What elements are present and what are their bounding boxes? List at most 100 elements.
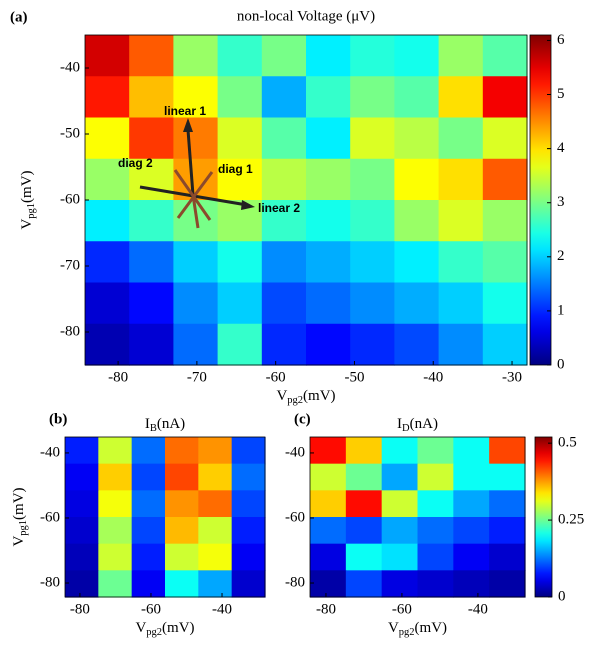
heatmap-cell [65,543,99,571]
heatmap-cell [65,490,99,518]
heatmap-cell [131,517,166,545]
x-tick-label: -60 [266,369,286,385]
heatmap-cell [217,200,263,242]
heatmap-cell [306,323,351,366]
heatmap-cell [131,490,166,518]
heatmap-cell [198,543,233,571]
heatmap-cell [261,117,307,160]
heatmap-cell [453,543,490,571]
label-main: I [397,416,402,432]
y-tick-label: -40 [285,444,305,460]
heatmap-cell [65,463,99,491]
heatmap-cell [394,117,440,160]
heatmap-cell [85,200,130,242]
heatmap-cell [438,200,484,242]
heatmap-cell [261,76,307,119]
heatmap-cell [482,76,528,119]
heatmap-cell [394,158,440,201]
axis-label: Vpg2(mV) [135,620,194,638]
heatmap-cell [482,323,528,366]
heatmap-cell [417,490,454,518]
heatmap-cell [453,463,490,491]
heatmap-cell [98,517,133,545]
x-tick-label: -50 [344,369,364,385]
heatmap-cell [345,570,383,598]
heatmap-cell [489,543,526,571]
heatmap-cell [306,282,351,325]
heatmap-cell [85,323,130,366]
arrow [176,171,214,219]
y-tick-label: -40 [60,59,80,75]
colorbar-tick-label: 3 [557,194,565,210]
colorbar-tick-label: 1 [557,302,565,318]
heatmap-cell [173,117,219,160]
heatmap-cell [345,490,383,518]
heatmap-cell [129,76,174,119]
heatmap-cell [217,76,263,119]
heatmap-cell [489,490,526,518]
label-sub: pg2 [399,627,415,638]
heatmap-cell [131,543,166,571]
heatmap-cell [173,323,219,366]
heatmaps [65,35,528,598]
heatmap-cell [394,241,440,284]
plot-frame [64,436,266,598]
heatmap-cell [482,117,528,160]
label-sub: B [150,423,157,434]
x-tick-label: -30 [502,369,522,385]
y-tick-label: -80 [285,574,305,590]
arrow-head [183,118,193,132]
heatmap-cell [438,241,484,284]
heatmap-cell [165,463,199,491]
heatmap-cell [198,437,233,465]
x-tick-label: -40 [423,369,443,385]
heatmap-cell [217,323,263,366]
heatmap-cell [198,490,233,518]
y-tick-label: -50 [60,125,80,141]
heatmap-cell [310,490,347,518]
colorbar [534,436,553,598]
heatmap-cell [231,517,266,545]
heatmap-cell [310,437,347,465]
heatmap-cell [261,158,307,201]
label-sub: pg1 [26,203,37,219]
colorbar-tick-label: 0.25 [558,512,584,528]
y-tick-label: -70 [60,257,80,273]
y-tick-label: -40 [40,444,60,460]
heatmap-cell [345,517,383,545]
heatmap-cell [394,282,440,325]
heatmap-cell [306,200,351,242]
heatmap-cell [306,117,351,160]
axis-label: IB(nA) [145,416,185,434]
heatmap-cell [165,543,199,571]
heatmap-cell [310,463,347,491]
heatmap-cell [482,282,528,325]
heatmap-cell [98,570,133,598]
heatmap-cell [129,35,174,77]
colorbar-tick-label: 0.5 [558,435,577,451]
heatmap-cell [129,241,174,284]
x-tick-label: -80 [108,369,128,385]
overlay: linear 1 linear 2 diag 1 diag 2 [118,104,300,229]
heatmap-cell [173,35,219,77]
arrow [186,129,195,196]
heatmap-cell [129,282,174,325]
annotation: diag 1 [218,162,253,176]
colorbar-tick-label: 0 [557,356,565,372]
heatmap-cell [165,490,199,518]
heatmap-cell [173,241,219,284]
heatmap-cell [345,463,383,491]
annotation: linear 2 [258,201,300,215]
arrows [139,118,255,229]
label-main: V [135,620,146,636]
x-tick-label: -40 [212,601,232,617]
heatmap-cell [165,517,199,545]
axis-label: Vpg1(mV) [11,487,29,546]
heatmap-cell [381,517,419,545]
annotation: diag 2 [118,156,153,170]
heatmap-cell [350,241,395,284]
label-sub: pg2 [146,627,162,638]
heatmap-cell [131,437,166,465]
annotation: linear 1 [164,104,206,118]
label-unit: (mV) [19,170,35,203]
